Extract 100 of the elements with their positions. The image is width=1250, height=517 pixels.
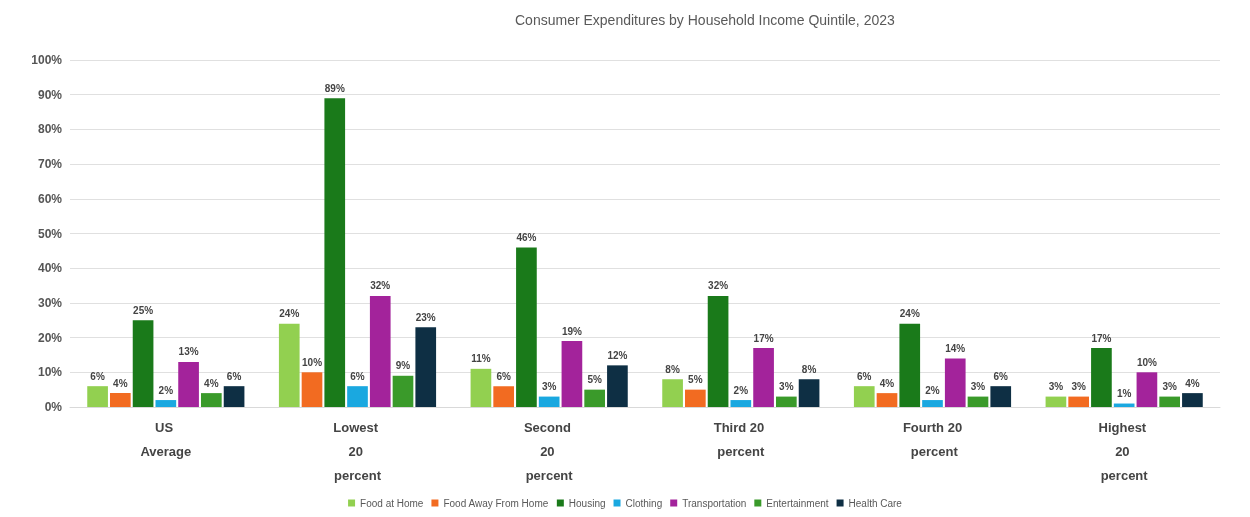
data-label: 10%	[302, 356, 323, 368]
bar	[415, 327, 437, 407]
legend-label: Transportation	[682, 497, 747, 509]
x-tick-label: US Average	[140, 419, 192, 459]
data-label: 4%	[1185, 377, 1200, 389]
data-label: 6%	[857, 370, 872, 382]
bar	[369, 295, 391, 407]
x-tick-label: Fourth 20 percent	[902, 419, 963, 459]
data-label: 32%	[708, 280, 729, 292]
bar	[178, 361, 199, 407]
data-label: 4%	[879, 377, 895, 389]
data-label: 19%	[561, 325, 583, 337]
data-label: 6%	[993, 370, 1009, 382]
y-tick-label: 0%	[44, 400, 63, 414]
legend-label: Food Away From Home	[443, 497, 549, 509]
data-label: 25%	[133, 304, 154, 316]
data-label: 4%	[113, 377, 128, 389]
y-tick-label: 100%	[31, 53, 63, 67]
bar	[1182, 393, 1203, 407]
legend-label: Food at Home	[360, 497, 424, 509]
data-label: 1%	[1116, 388, 1132, 400]
data-label: 89%	[324, 82, 345, 94]
y-tick-label: 50%	[37, 226, 63, 241]
data-label: 8%	[801, 363, 817, 375]
legend-label: Clothing	[625, 497, 663, 509]
bar	[944, 358, 966, 407]
bar	[278, 323, 300, 407]
data-label: 13%	[178, 346, 199, 358]
data-label: 24%	[899, 308, 920, 320]
legend-label: Entertainment	[766, 497, 829, 509]
bar	[324, 98, 346, 407]
x-tick-label: Highest 20 percent	[1098, 419, 1150, 483]
data-label: 12%	[607, 349, 628, 361]
data-label: 14%	[945, 342, 966, 354]
bar	[753, 348, 774, 407]
bar	[347, 386, 368, 407]
bar	[493, 386, 515, 407]
data-label: 17%	[753, 332, 774, 344]
bar	[516, 247, 537, 407]
bar	[990, 386, 1012, 407]
data-label: 3%	[1162, 381, 1177, 393]
bar	[662, 379, 683, 407]
data-label: 46%	[516, 231, 537, 243]
data-label: 3%	[1071, 381, 1087, 393]
bar	[775, 396, 797, 407]
data-label: 2%	[925, 384, 940, 396]
bar	[538, 396, 560, 407]
data-label: 2%	[733, 384, 749, 396]
bar	[876, 393, 898, 407]
data-label: 6%	[226, 370, 242, 382]
data-label: 24%	[279, 308, 300, 320]
chart-title: Consumer Expenditures by Household Income Quintile, 2023	[515, 12, 895, 28]
bar	[798, 379, 820, 407]
y-tick-label: 10%	[37, 365, 63, 380]
data-label: 23%	[415, 311, 436, 323]
data-label: 11%	[471, 353, 491, 365]
data-label: 32%	[370, 280, 391, 292]
data-label: 4%	[204, 377, 219, 389]
y-tick-label: 20%	[37, 330, 63, 345]
data-label: 5%	[688, 374, 703, 386]
data-label: 17%	[1091, 332, 1112, 344]
y-tick-label: 30%	[37, 295, 63, 310]
bar	[685, 389, 706, 407]
bar	[301, 372, 323, 407]
bar	[730, 400, 752, 407]
bar	[200, 393, 222, 407]
data-label: 9%	[395, 360, 411, 372]
bar	[1045, 396, 1067, 407]
data-label: 2%	[158, 384, 174, 396]
bar	[132, 320, 154, 407]
data-label: 6%	[496, 370, 512, 382]
data-label: 3%	[1048, 381, 1064, 393]
data-label: 10%	[1136, 356, 1158, 368]
bar	[1068, 396, 1090, 407]
data-label: 3%	[779, 381, 794, 393]
y-tick-label: 60%	[37, 191, 63, 206]
bar	[1091, 348, 1112, 407]
x-tick-label: Third 20 percent	[713, 419, 768, 459]
data-label: 6%	[350, 370, 365, 382]
bar	[561, 341, 583, 407]
data-label: 8%	[665, 363, 680, 375]
x-tick-label: Lowest 20 percent	[333, 419, 382, 483]
bar	[223, 386, 245, 407]
bar	[1159, 396, 1180, 407]
bar	[87, 386, 108, 407]
data-label: 3%	[541, 381, 557, 393]
legend-label: Housing	[568, 497, 606, 509]
bar	[967, 396, 989, 407]
bar	[470, 368, 492, 407]
bar	[155, 400, 177, 407]
legend-label: Health Care	[848, 497, 903, 509]
y-tick-label: 80%	[37, 122, 63, 137]
data-label: 3%	[970, 381, 986, 393]
bar	[922, 400, 943, 407]
y-tick-label: 90%	[37, 87, 63, 102]
y-tick-label: 40%	[37, 261, 63, 276]
bar	[607, 365, 628, 407]
data-label: 6%	[90, 370, 105, 382]
bar	[584, 389, 605, 407]
bar	[110, 393, 131, 407]
